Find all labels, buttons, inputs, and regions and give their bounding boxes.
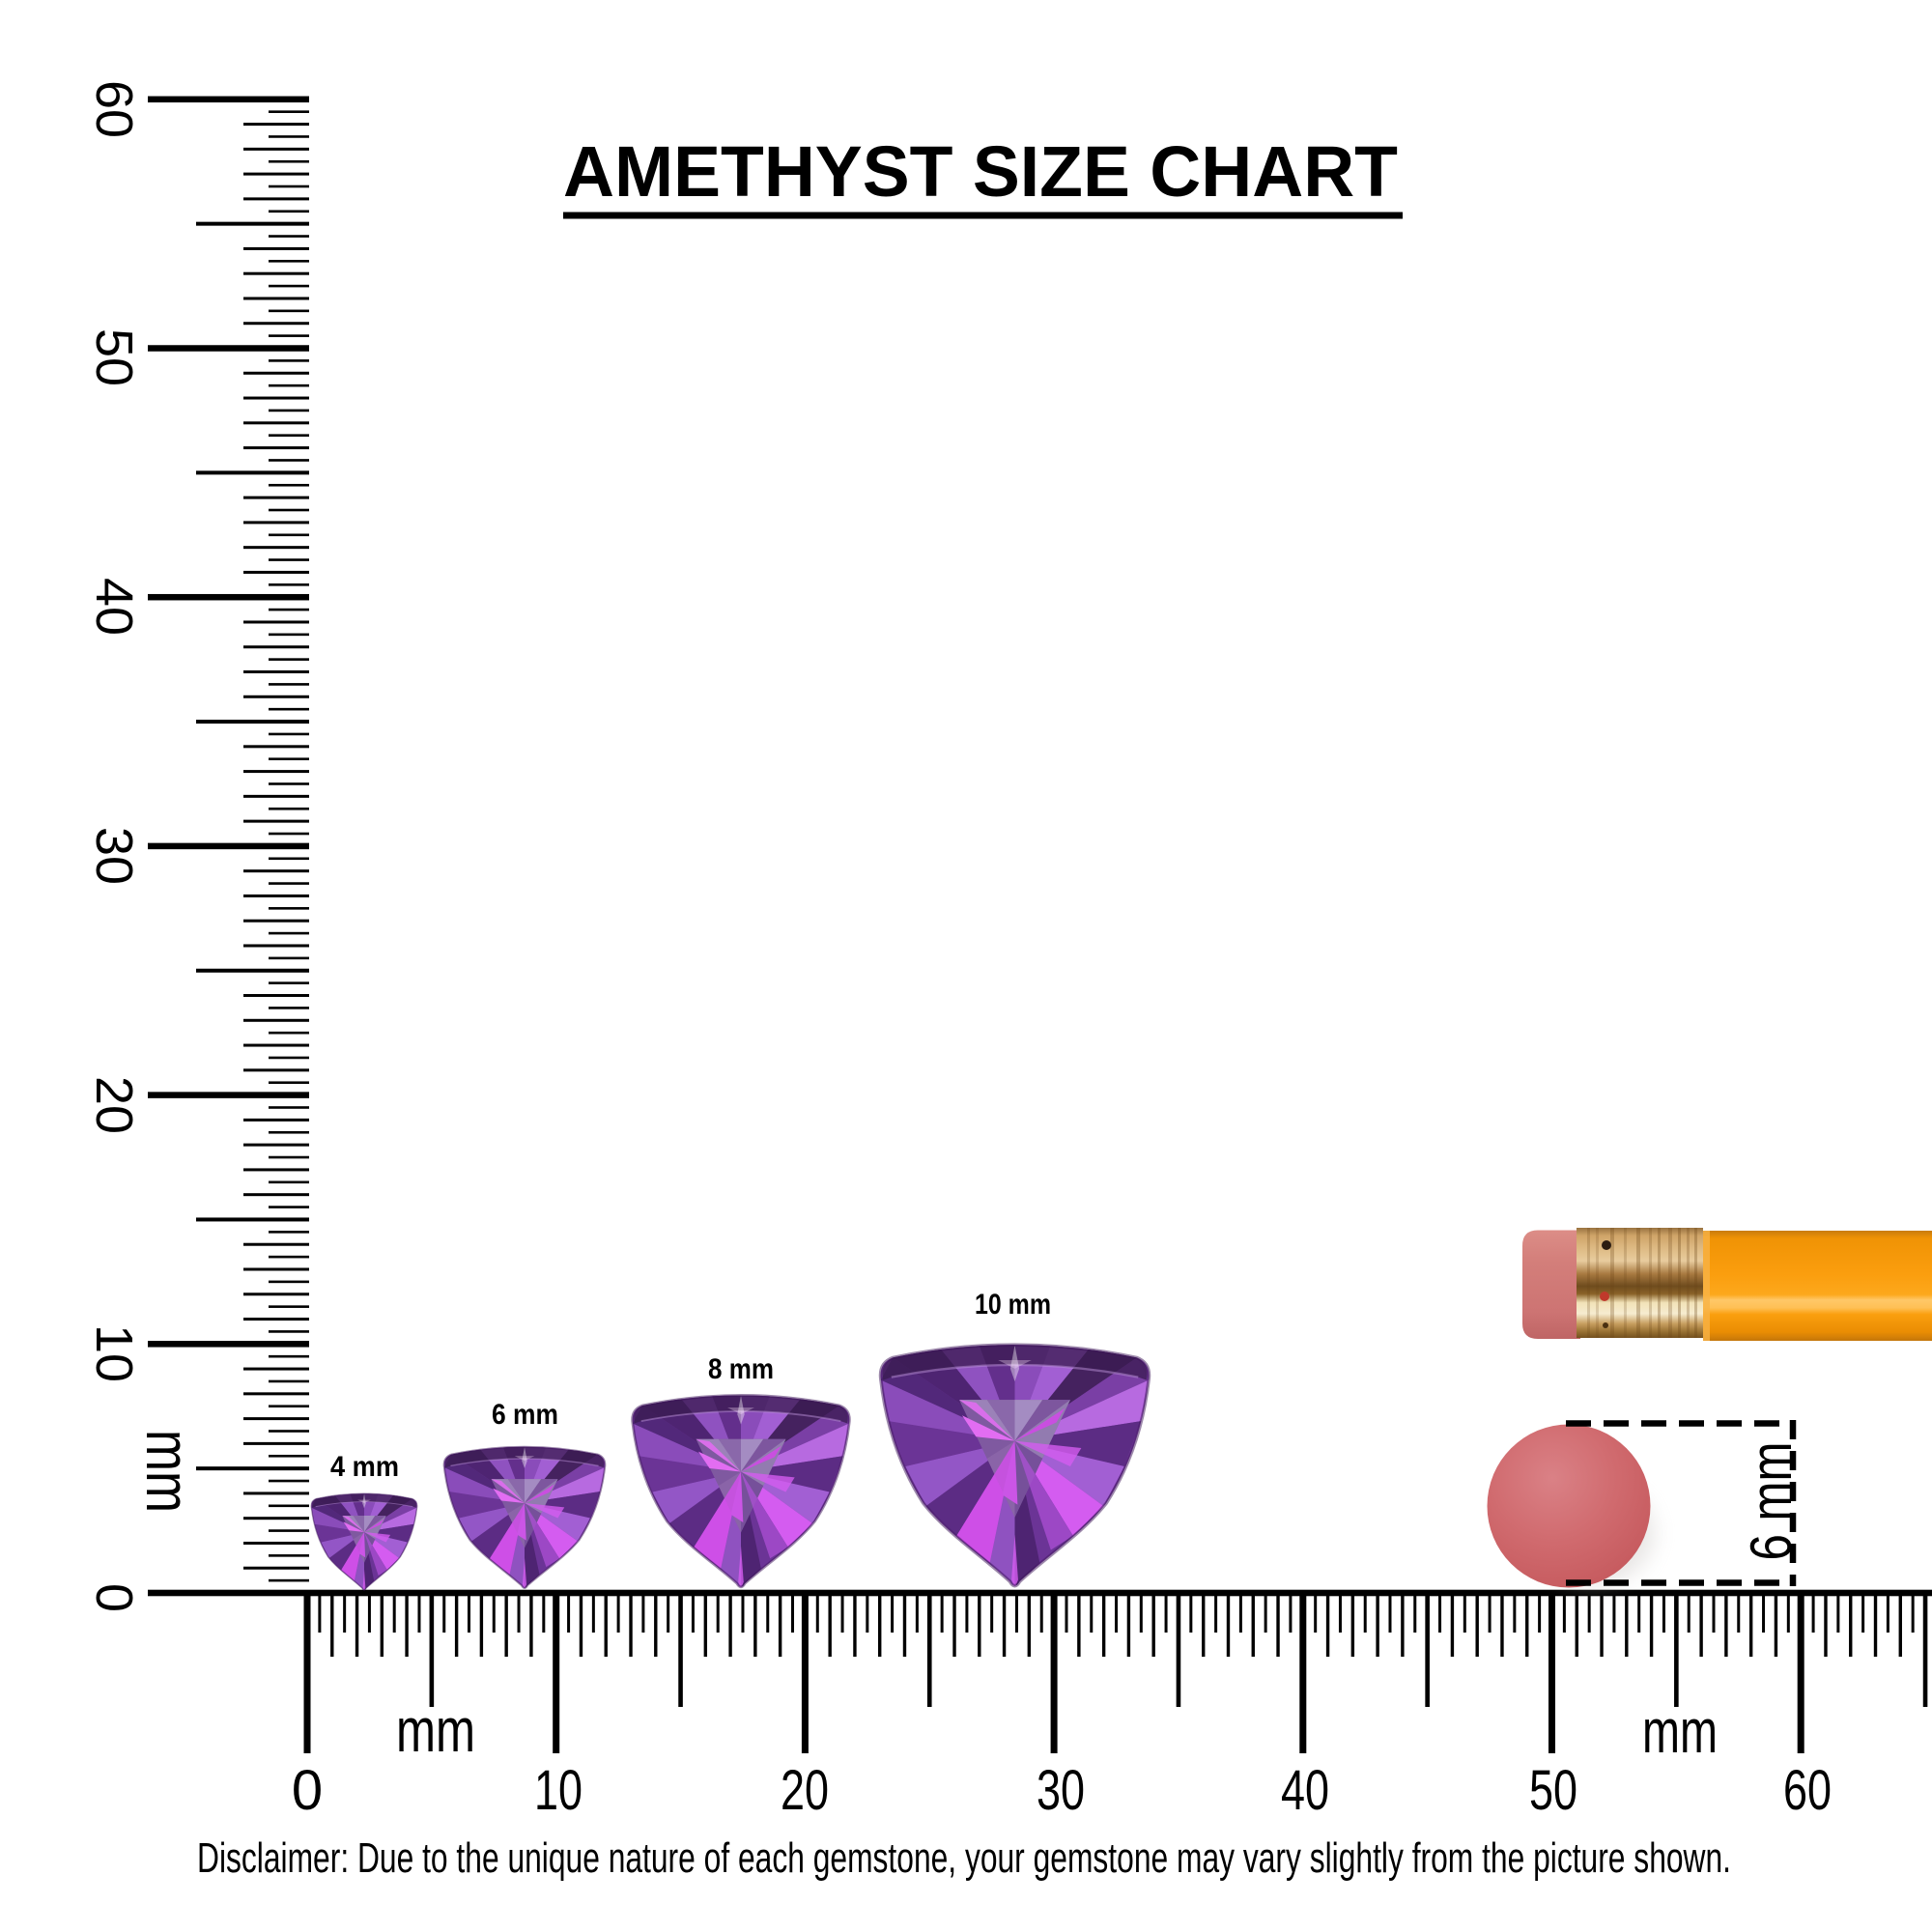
svg-text:Disclaimer: Due to the unique: Disclaimer: Due to the unique nature of … [197,1834,1731,1882]
svg-text:mm: mm [396,1695,475,1765]
svg-text:mm: mm [1642,1696,1718,1766]
svg-text:10 mm: 10 mm [975,1289,1051,1321]
svg-text:40: 40 [1281,1759,1329,1822]
svg-text:60: 60 [85,80,143,138]
svg-text:mm: mm [133,1430,203,1513]
svg-text:6 mm: 6 mm [492,1399,558,1431]
svg-text:0: 0 [85,1583,143,1612]
svg-text:50: 50 [85,328,143,386]
svg-text:6 mm: 6 mm [1739,1442,1804,1561]
svg-text:4 mm: 4 mm [330,1451,399,1483]
svg-text:10: 10 [534,1759,582,1822]
svg-text:30: 30 [85,827,143,885]
svg-text:30: 30 [1037,1759,1085,1822]
svg-text:60: 60 [1783,1759,1832,1822]
svg-text:0: 0 [292,1759,323,1822]
svg-text:40: 40 [85,578,143,636]
svg-text:AMETHYST SIZE CHART: AMETHYST SIZE CHART [563,131,1398,212]
svg-text:20: 20 [781,1759,829,1822]
svg-text:20: 20 [85,1076,143,1134]
svg-text:10: 10 [85,1324,143,1382]
svg-text:8 mm: 8 mm [708,1353,774,1385]
svg-text:50: 50 [1529,1759,1577,1822]
